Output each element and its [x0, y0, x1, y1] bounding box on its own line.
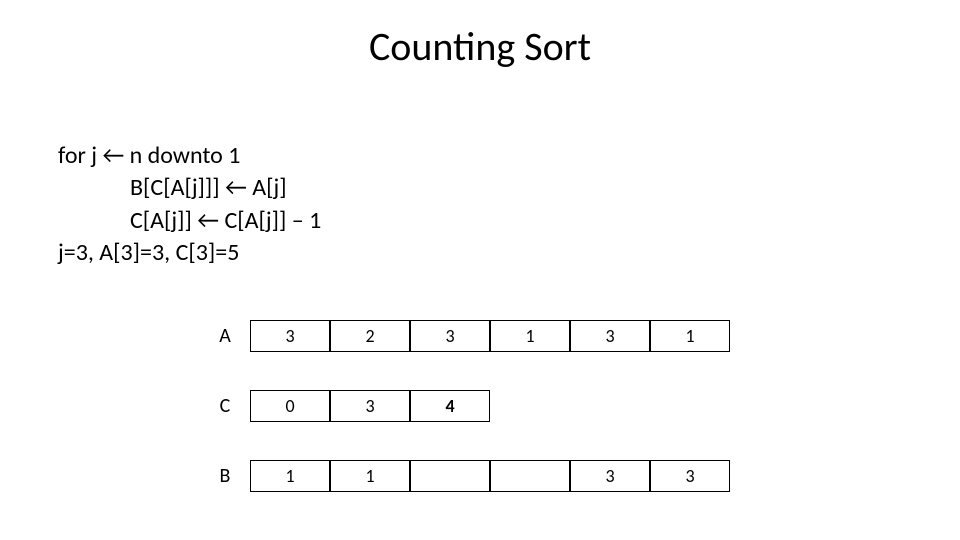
cell-a-3: 1 — [490, 320, 570, 352]
cell-a-4: 3 — [570, 320, 650, 352]
cell-b-1: 1 — [330, 460, 410, 492]
cell-c-4 — [570, 390, 650, 422]
cell-a-5: 1 — [650, 320, 730, 352]
code-line-1: for j ← n downto 1 — [58, 140, 321, 172]
cell-a-0: 3 — [250, 320, 330, 352]
array-cells-a: 323131 — [250, 320, 730, 352]
array-cells-c: 034 — [250, 390, 730, 422]
cell-b-2 — [410, 460, 490, 492]
pseudocode-block: for j ← n downto 1 B[C[A[j]]] ← A[j] C[A… — [58, 140, 321, 270]
array-label-c: C — [200, 394, 250, 418]
array-label-b: B — [200, 464, 250, 488]
array-row-b: B 11 33 — [200, 460, 730, 492]
array-cells-b: 11 33 — [250, 460, 730, 492]
arrays-region: A 323131 C 034 B 1133 — [200, 320, 730, 530]
cell-c-1: 3 — [330, 390, 410, 422]
cell-b-5: 3 — [650, 460, 730, 492]
code-line-2: B[C[A[j]]] ← A[j] — [58, 172, 321, 204]
cell-a-2: 3 — [410, 320, 490, 352]
array-row-c: C 034 — [200, 390, 730, 422]
array-row-a: A 323131 — [200, 320, 730, 352]
array-label-a: A — [200, 324, 250, 348]
cell-c-2: 4 — [410, 390, 490, 422]
slide-title: Counting Sort — [0, 22, 960, 71]
cell-c-0: 0 — [250, 390, 330, 422]
cell-b-3 — [490, 460, 570, 492]
cell-a-1: 2 — [330, 320, 410, 352]
cell-c-3 — [490, 390, 570, 422]
slide: Counting Sort for j ← n downto 1 B[C[A[j… — [0, 0, 960, 540]
code-line-3: C[A[j]] ← C[A[j]] – 1 — [58, 205, 321, 237]
cell-b-4: 3 — [570, 460, 650, 492]
code-line-4: j=3, A[3]=3, C[3]=5 — [58, 237, 321, 269]
cell-b-0: 1 — [250, 460, 330, 492]
cell-c-5 — [650, 390, 730, 422]
